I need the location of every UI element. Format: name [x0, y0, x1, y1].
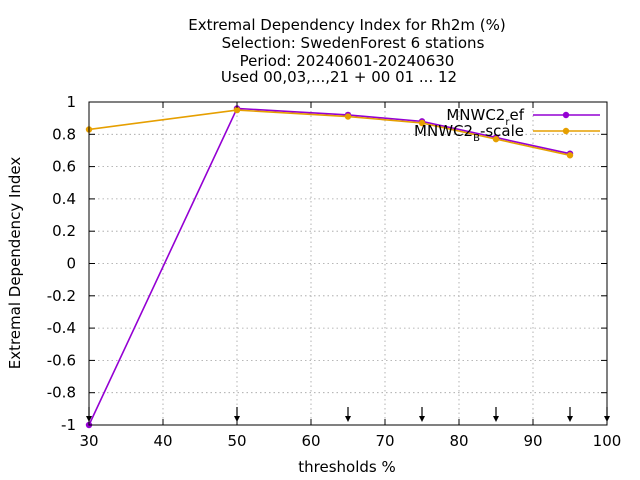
- y-tick-label: -0.6: [47, 351, 76, 369]
- grid: [89, 102, 607, 425]
- y-tick-label: 0.4: [52, 190, 76, 208]
- legend-label-1: MNWC2ref: [446, 106, 524, 128]
- legend-marker-1: [562, 111, 570, 119]
- series-line-2: [88, 109, 571, 157]
- series-point-2: [492, 135, 500, 143]
- x-tick-label: 80: [449, 432, 468, 450]
- x-tick-label: 30: [79, 432, 98, 450]
- x-tick-label: 90: [523, 432, 542, 450]
- x-tick-label: 100: [593, 432, 622, 450]
- title-line-1: Extremal Dependency Index for Rh2m (%): [188, 16, 506, 34]
- chart-title: Extremal Dependency Index for Rh2m (%) S…: [188, 16, 506, 86]
- x-tick-label: 60: [301, 432, 320, 450]
- y-tick-label: 0.8: [52, 125, 76, 143]
- series-line-1: [88, 107, 571, 426]
- threshold-marker-arrow: [567, 416, 573, 422]
- y-tick-label: 0: [66, 255, 76, 273]
- legend-marker-2: [562, 127, 570, 135]
- x-axis-label: thresholds %: [298, 458, 395, 476]
- y-tick-label: -0.2: [47, 287, 76, 305]
- axis-ticks: -1 -0.8 -0.6 -0.4 -0.2 0 0.2 0.4 0.6 0.8 1 30 40 50 60…: [47, 93, 622, 450]
- title-line-2: Selection: SwedenForest 6 stations: [222, 34, 485, 52]
- series-point-2: [418, 119, 426, 127]
- series-point-2: [233, 106, 241, 114]
- title-line-3: Period: 20240601-20240630: [240, 52, 455, 70]
- y-tick-label: -1: [61, 416, 76, 434]
- x-tick-label: 70: [375, 432, 394, 450]
- y-axis-label: Extremal Dependency Index: [6, 157, 24, 370]
- threshold-markers: [86, 407, 610, 422]
- x-tick-label: 50: [227, 432, 246, 450]
- threshold-marker-arrow: [419, 416, 425, 422]
- title-line-4: Used 00,03,...,21 + 00 01 ... 12: [221, 68, 457, 86]
- threshold-marker-arrow: [345, 416, 351, 422]
- x-tick-label: 40: [153, 432, 172, 450]
- y-tick-label: -0.4: [47, 319, 76, 337]
- y-tick-label: 1: [66, 93, 76, 111]
- series-point-2: [344, 113, 352, 120]
- y-tick-label: -0.8: [47, 384, 76, 402]
- series-point-2: [566, 152, 574, 159]
- legend-label-2: MNWC2B-scale: [414, 122, 524, 144]
- series-group: [85, 105, 574, 429]
- y-tick-label: 0.2: [52, 222, 76, 240]
- y-tick-label: 0.6: [52, 158, 76, 176]
- threshold-marker-arrow: [493, 416, 499, 422]
